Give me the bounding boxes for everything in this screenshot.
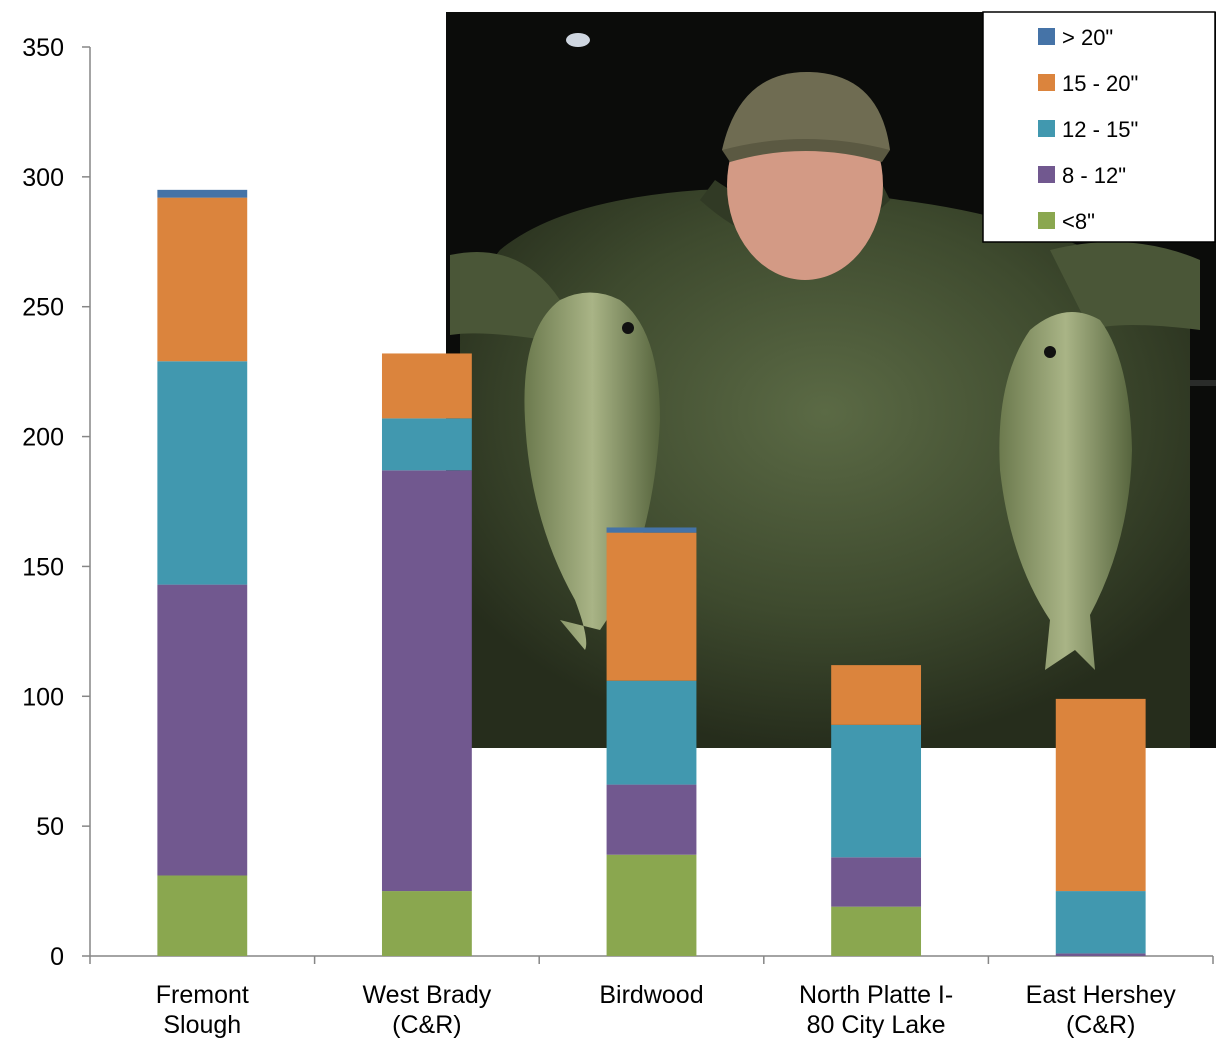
y-tick-label: 300 bbox=[22, 164, 64, 192]
legend-box bbox=[982, 11, 1216, 243]
category-label: East Hershey (C&R) bbox=[1026, 981, 1177, 1039]
moon-glint bbox=[566, 33, 590, 47]
legend-label: > 20" bbox=[1062, 25, 1113, 50]
legend-item: 8 - 12" bbox=[1038, 163, 1126, 188]
bar-segment bbox=[606, 680, 697, 785]
bar-segment bbox=[606, 784, 697, 855]
cap bbox=[722, 71, 890, 150]
legend: > 20" 15 - 20" 12 - 15" 8 - 12" <8" bbox=[982, 11, 1216, 243]
bar-stack bbox=[831, 665, 922, 956]
y-tick-label: 200 bbox=[22, 424, 64, 452]
bar-stack bbox=[157, 189, 248, 956]
bar-segment bbox=[831, 857, 922, 907]
bar-segment bbox=[381, 418, 472, 471]
category-label: West Brady (C&R) bbox=[363, 981, 492, 1039]
legend-swatch bbox=[1038, 212, 1055, 229]
bar-stack bbox=[606, 527, 697, 956]
bar-segment bbox=[157, 189, 248, 198]
y-tick-label: 0 bbox=[50, 943, 64, 971]
y-tick-label: 150 bbox=[22, 553, 64, 581]
bar-segment bbox=[1055, 891, 1146, 954]
legend-swatch bbox=[1038, 28, 1055, 45]
legend-label: 12 - 15" bbox=[1062, 117, 1138, 142]
bar-segment bbox=[606, 527, 697, 533]
legend-swatch bbox=[1038, 166, 1055, 183]
bar-segment bbox=[381, 470, 472, 892]
y-axis-ticks: 0 50 100 150 200 250 300 350 bbox=[22, 34, 90, 971]
bar-segment bbox=[381, 891, 472, 956]
category-label: North Platte I-80 City Lake bbox=[799, 981, 953, 1039]
legend-label: 8 - 12" bbox=[1062, 163, 1126, 188]
y-tick-label: 350 bbox=[22, 34, 64, 62]
bar-segment bbox=[1055, 953, 1146, 956]
bar-segment bbox=[157, 361, 248, 585]
bar-stacks bbox=[157, 189, 1146, 956]
legend-item: <8" bbox=[1038, 209, 1095, 234]
bar-segment bbox=[831, 724, 922, 858]
x-axis-ticks bbox=[89, 956, 1214, 964]
y-tick-label: 250 bbox=[22, 294, 64, 322]
bar-stack bbox=[1055, 698, 1146, 956]
axes: 0 50 100 150 200 250 300 350 bbox=[22, 34, 1214, 971]
category-label: Fremont Slough bbox=[156, 981, 249, 1039]
right-fish bbox=[999, 312, 1132, 670]
legend-item: > 20" bbox=[1038, 25, 1113, 50]
bar-segment bbox=[157, 875, 248, 956]
bar-segment bbox=[157, 197, 248, 362]
bar-segment bbox=[157, 584, 248, 876]
bar-segment bbox=[831, 906, 922, 956]
legend-swatch bbox=[1038, 74, 1055, 91]
legend-item: 12 - 15" bbox=[1038, 117, 1138, 142]
y-tick-label: 50 bbox=[36, 813, 64, 841]
legend-swatch bbox=[1038, 120, 1055, 137]
bar-segment bbox=[831, 665, 922, 725]
category-labels: Fremont Slough West Brady (C&R) Birdwood Nort… bbox=[156, 981, 1176, 1039]
bar-stack bbox=[381, 353, 472, 956]
y-tick-label: 100 bbox=[22, 683, 64, 711]
bar-segment bbox=[381, 353, 472, 419]
bar-segment bbox=[1055, 698, 1146, 892]
category-label: Birdwood bbox=[599, 981, 703, 1009]
legend-label: <8" bbox=[1062, 209, 1095, 234]
bar-segment bbox=[606, 532, 697, 681]
legend-label: 15 - 20" bbox=[1062, 71, 1138, 96]
bar-segment bbox=[606, 854, 697, 956]
legend-item: 15 - 20" bbox=[1038, 71, 1138, 96]
